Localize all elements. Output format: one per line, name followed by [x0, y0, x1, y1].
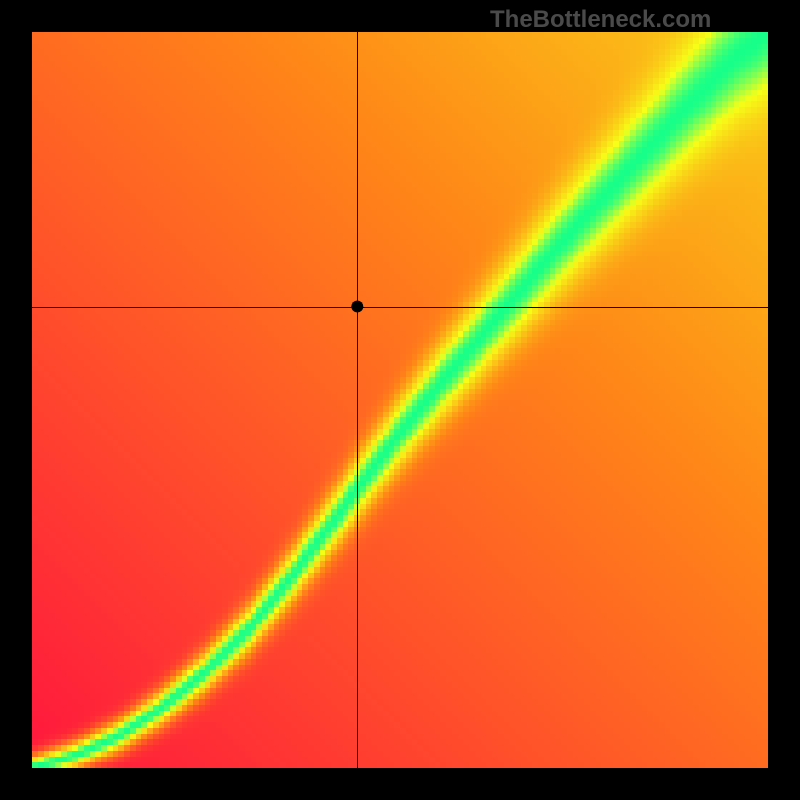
heatmap-canvas: [0, 0, 800, 800]
chart-root: TheBottleneck.com: [0, 0, 800, 800]
watermark-text: TheBottleneck.com: [490, 6, 711, 34]
